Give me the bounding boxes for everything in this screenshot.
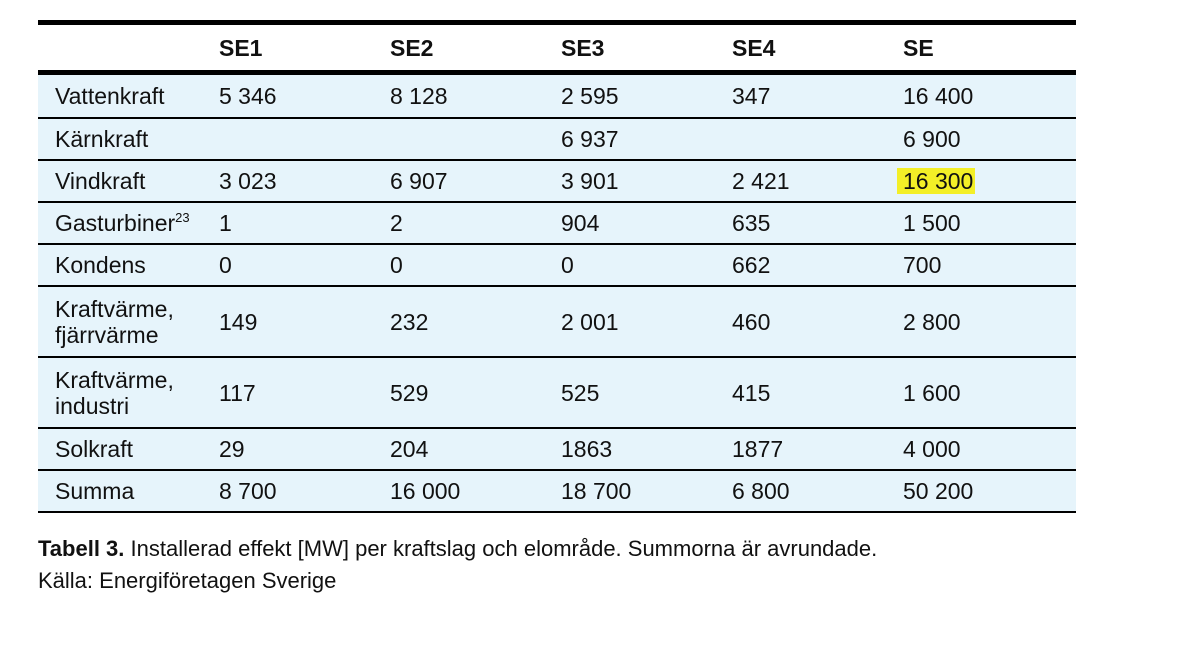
table-row: Solkraft 29 204 1863 1877 4 000 (38, 428, 1076, 471)
caption-source: Källa: Energiföretagen Sverige (38, 568, 337, 593)
cell-se1: 8 700 (219, 470, 390, 513)
installed-capacity-table: SE1 SE2 SE3 SE4 SE Vattenkraft 5 346 8 1… (38, 20, 1076, 513)
cell-se4: 2 421 (732, 160, 903, 203)
cell-se2: 8 128 (390, 72, 561, 119)
header-se2: SE2 (390, 22, 561, 73)
highlighted-value: 16 300 (897, 168, 976, 194)
row-label: Vattenkraft (38, 72, 219, 119)
cell-se: 1 500 (903, 202, 1076, 245)
cell-se4: 6 800 (732, 470, 903, 513)
header-se3: SE3 (561, 22, 732, 73)
header-se4: SE4 (732, 22, 903, 73)
header-se: SE (903, 22, 1076, 73)
data-table-container: SE1 SE2 SE3 SE4 SE Vattenkraft 5 346 8 1… (38, 20, 1076, 513)
caption-text: Installerad effekt [MW] per kraftslag oc… (124, 536, 878, 561)
cell-se3: 1863 (561, 428, 732, 471)
table-header-row: SE1 SE2 SE3 SE4 SE (38, 22, 1076, 73)
row-label-line1: Kraftvärme, (55, 366, 174, 393)
caption-line: Tabell 3. Installerad effekt [MW] per kr… (38, 533, 877, 565)
cell-se4: 635 (732, 202, 903, 245)
cell-se: 4 000 (903, 428, 1076, 471)
row-label-line2: fjärrvärme (55, 321, 159, 348)
cell-se1: 0 (219, 244, 390, 287)
cell-se3: 18 700 (561, 470, 732, 513)
cell-se: 2 800 (903, 286, 1076, 358)
cell-se-highlighted: 16 300 (897, 160, 1076, 203)
table-row: Gasturbiner23 1 2 904 635 1 500 (38, 202, 1076, 245)
footnote-ref: 23 (175, 210, 190, 225)
table-row: Vindkraft 3 023 6 907 3 901 2 421 16 300 (38, 160, 1076, 203)
table-row: Kraftvärme, fjärrvärme 149 232 2 001 460 … (38, 286, 1076, 358)
table-row: Kraftvärme, industri 117 529 525 415 1 60… (38, 357, 1076, 429)
cell-se3: 0 (561, 244, 732, 287)
cell-se3: 3 901 (561, 160, 732, 203)
cell-se3: 904 (561, 202, 732, 245)
cell-se4: 662 (732, 244, 903, 287)
cell-se2: 2 (390, 202, 561, 245)
row-label-line1: Kraftvärme, (55, 295, 174, 322)
cell-se4: 347 (732, 72, 903, 119)
cell-se2: 6 907 (390, 160, 561, 203)
row-label: Kraftvärme, industri (38, 357, 219, 429)
cell-se1 (219, 118, 390, 161)
cell-se2 (390, 118, 561, 161)
cell-se4: 1877 (732, 428, 903, 471)
cell-se1: 1 (219, 202, 390, 245)
row-label: Summa (38, 470, 219, 513)
cell-se4: 415 (732, 357, 903, 429)
row-label: Kondens (38, 244, 219, 287)
cell-se2: 232 (390, 286, 561, 358)
cell-se2: 204 (390, 428, 561, 471)
cell-se1: 149 (219, 286, 390, 358)
cell-se2: 16 000 (390, 470, 561, 513)
row-label: Solkraft (38, 428, 219, 471)
row-label: Kärnkraft (38, 118, 219, 161)
table-row: Vattenkraft 5 346 8 128 2 595 347 16 400 (38, 72, 1076, 119)
row-label-line2: industri (55, 392, 130, 419)
cell-se3: 525 (561, 357, 732, 429)
table-caption: Tabell 3. Installerad effekt [MW] per kr… (38, 533, 877, 597)
cell-se3: 6 937 (561, 118, 732, 161)
cell-se3: 2 001 (561, 286, 732, 358)
row-label: Gasturbiner23 (38, 202, 219, 245)
row-label: Kraftvärme, fjärrvärme (38, 286, 219, 358)
header-se1: SE1 (219, 22, 390, 73)
cell-se1: 3 023 (219, 160, 390, 203)
cell-se1: 29 (219, 428, 390, 471)
cell-se: 16 400 (903, 72, 1076, 119)
row-label: Vindkraft (38, 160, 219, 203)
header-empty (38, 22, 219, 73)
cell-se3: 2 595 (561, 72, 732, 119)
cell-se: 1 600 (903, 357, 1076, 429)
table-row-total: Summa 8 700 16 000 18 700 6 800 50 200 (38, 470, 1076, 513)
cell-se: 50 200 (903, 470, 1076, 513)
caption-label: Tabell 3. (38, 536, 125, 561)
table-row: Kondens 0 0 0 662 700 (38, 244, 1076, 287)
table-row: Kärnkraft 6 937 6 900 (38, 118, 1076, 161)
cell-se1: 5 346 (219, 72, 390, 119)
cell-se: 700 (903, 244, 1076, 287)
cell-se: 6 900 (903, 118, 1076, 161)
cell-se4 (732, 118, 903, 161)
cell-se1: 117 (219, 357, 390, 429)
cell-se4: 460 (732, 286, 903, 358)
row-label-text: Gasturbiner (55, 210, 176, 236)
cell-se2: 0 (390, 244, 561, 287)
cell-se2: 529 (390, 357, 561, 429)
